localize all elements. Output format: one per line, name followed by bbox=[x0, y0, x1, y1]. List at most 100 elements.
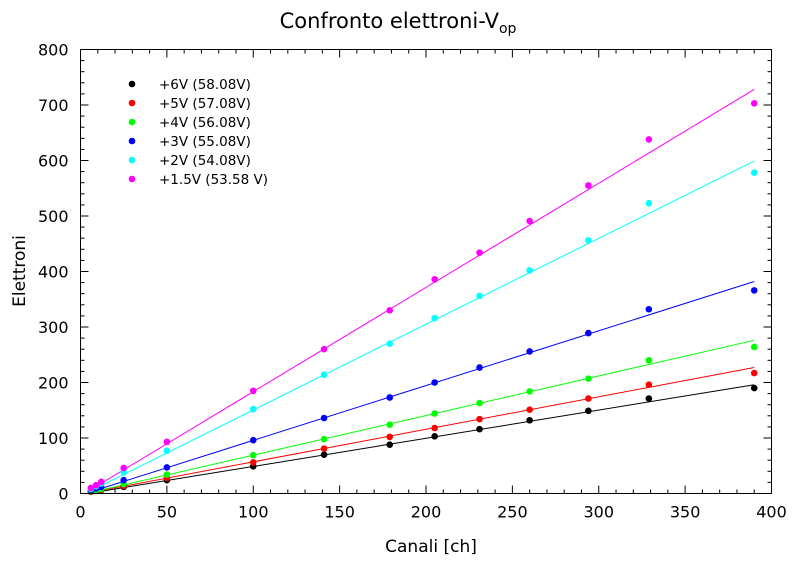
data-point bbox=[320, 435, 328, 443]
plot-frame bbox=[80, 49, 772, 494]
fit-line bbox=[90, 339, 755, 493]
legend-label: +2V (54.08V) bbox=[159, 153, 251, 169]
legend-marker bbox=[128, 118, 136, 126]
data-point bbox=[431, 275, 438, 283]
data-point bbox=[431, 424, 438, 432]
legend-label: +1.5V (53.58 V) bbox=[159, 172, 268, 188]
data-point bbox=[249, 451, 257, 459]
data-point bbox=[386, 394, 394, 401]
data-point bbox=[526, 217, 533, 225]
data-point bbox=[431, 379, 438, 386]
data-point bbox=[320, 371, 328, 379]
data-point bbox=[585, 237, 592, 244]
data-point bbox=[163, 471, 171, 478]
data-point bbox=[585, 407, 592, 415]
data-point bbox=[320, 445, 328, 452]
data-point bbox=[386, 441, 394, 448]
data-point bbox=[526, 267, 533, 274]
y-tick-label: 500 bbox=[38, 207, 69, 226]
x-axis-label: Canali [ch] bbox=[385, 537, 477, 557]
data-point bbox=[476, 292, 483, 300]
data-point bbox=[526, 348, 533, 355]
data-point bbox=[750, 384, 758, 392]
data-point bbox=[750, 369, 758, 377]
chart-title-subscript: op bbox=[499, 21, 517, 37]
x-tick-label: 250 bbox=[497, 503, 528, 522]
data-point bbox=[526, 388, 533, 395]
x-tick-label: 350 bbox=[670, 503, 701, 522]
data-point bbox=[249, 459, 257, 466]
legend-marker bbox=[128, 156, 136, 164]
data-point bbox=[163, 447, 171, 455]
fit-line bbox=[90, 89, 755, 491]
legend-label: +5V (57.08V) bbox=[159, 96, 251, 112]
data-points bbox=[87, 100, 758, 496]
y-tick-label: 600 bbox=[38, 152, 69, 171]
data-point bbox=[249, 387, 257, 395]
data-point bbox=[476, 249, 483, 256]
chart-title-main: Confronto elettroni-V bbox=[280, 9, 500, 33]
data-point bbox=[431, 433, 438, 440]
legend-label: +4V (56.08V) bbox=[159, 115, 251, 131]
data-point bbox=[476, 399, 483, 407]
data-point bbox=[645, 136, 653, 143]
data-point bbox=[585, 375, 592, 382]
chart-title: Confronto elettroni-Vop bbox=[280, 9, 517, 37]
data-point bbox=[750, 343, 758, 351]
legend-marker bbox=[128, 99, 136, 107]
x-tick-label: 150 bbox=[324, 503, 355, 522]
data-point bbox=[87, 484, 95, 492]
data-point bbox=[120, 464, 127, 472]
legend: +6V (58.08V) +5V (57.08V) +4V (56.08V) +3V … bbox=[128, 77, 268, 188]
data-point bbox=[320, 414, 328, 422]
legend-marker bbox=[128, 175, 136, 183]
data-point bbox=[97, 478, 105, 486]
data-point bbox=[320, 345, 328, 353]
data-point bbox=[163, 438, 171, 446]
y-tick-label: 300 bbox=[38, 318, 69, 337]
tick-labels: 0 50 100 150 200 250 300 350 400 0 100 200 300 400 500… bbox=[38, 41, 787, 522]
data-point bbox=[585, 329, 592, 337]
data-point bbox=[163, 464, 171, 471]
data-point bbox=[585, 182, 592, 189]
data-point bbox=[645, 357, 653, 364]
x-tick-label: 200 bbox=[411, 503, 442, 522]
data-point bbox=[750, 100, 758, 107]
data-point bbox=[320, 451, 328, 458]
x-tick-label: 50 bbox=[157, 503, 177, 522]
data-point bbox=[92, 481, 100, 489]
y-tick-label: 100 bbox=[38, 429, 69, 448]
y-tick-label: 400 bbox=[38, 263, 69, 282]
data-point bbox=[645, 395, 653, 402]
data-point bbox=[585, 395, 592, 402]
fit-line bbox=[90, 160, 755, 492]
y-tick-label: 0 bbox=[58, 485, 68, 504]
fit-lines bbox=[90, 89, 755, 494]
data-point bbox=[386, 340, 394, 347]
data-point bbox=[249, 436, 257, 444]
data-point bbox=[645, 305, 653, 313]
data-point bbox=[750, 169, 758, 177]
data-point bbox=[645, 199, 653, 207]
y-tick-label: 700 bbox=[38, 96, 69, 115]
data-point bbox=[476, 364, 483, 371]
data-point bbox=[431, 314, 438, 322]
x-tick-label: 0 bbox=[75, 503, 85, 522]
x-tick-label: 100 bbox=[238, 503, 269, 522]
legend-marker bbox=[128, 80, 136, 88]
y-axis-label: Elettroni bbox=[10, 235, 30, 307]
data-point bbox=[750, 287, 758, 294]
fit-line bbox=[90, 384, 755, 494]
data-point bbox=[386, 307, 394, 314]
data-point bbox=[120, 476, 127, 484]
fit-line bbox=[90, 281, 755, 493]
legend-marker bbox=[128, 137, 136, 145]
data-point bbox=[526, 406, 533, 413]
legend-label: +6V (58.08V) bbox=[159, 77, 251, 93]
y-tick-label: 800 bbox=[38, 41, 69, 60]
x-tick-label: 300 bbox=[583, 503, 614, 522]
data-point bbox=[645, 381, 653, 389]
data-point bbox=[476, 425, 483, 433]
x-tick-label: 400 bbox=[756, 503, 787, 522]
